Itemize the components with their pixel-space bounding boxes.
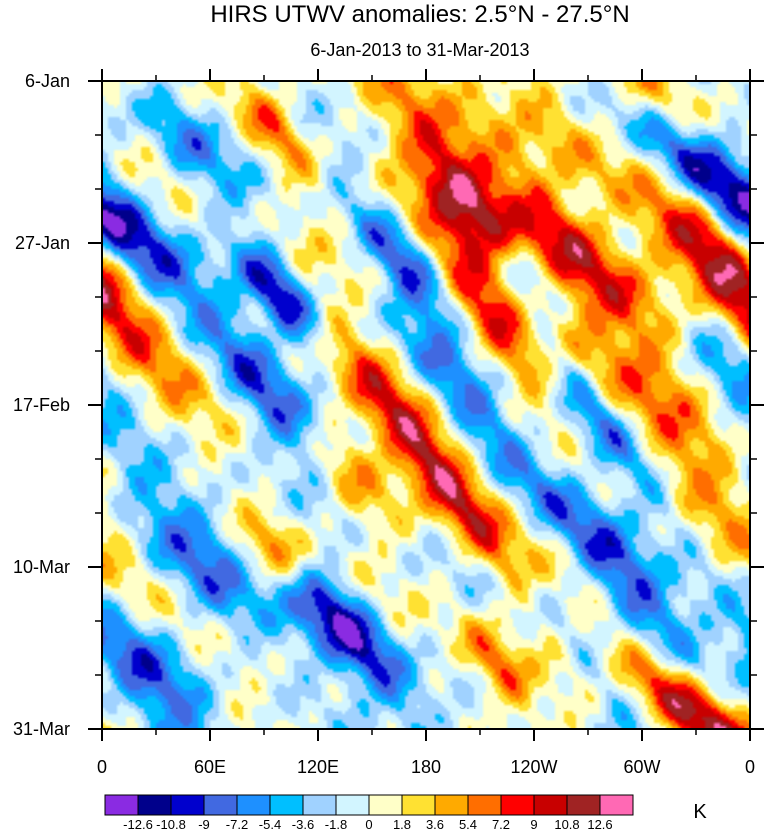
colorbar-swatch [203,794,238,816]
y-tick-label: 27-Jan [15,233,70,253]
colorbar-swatch [269,794,304,816]
chart-title: HIRS UTWV anomalies: 2.5°N - 27.5°N [210,1,629,28]
colorbar-swatch [401,794,436,816]
y-tick-label: 31-Mar [13,719,70,739]
colorbar-swatch [500,794,535,816]
x-tick-label: 60W [623,757,660,777]
colorbar-swatch [434,794,469,816]
colorbar-level-label: -12.6 [123,817,153,830]
colorbar-level-label: 1.8 [393,817,411,830]
y-tick-label: 17-Feb [13,395,70,415]
colorbar-level-label: 9 [530,817,537,830]
x-tick-label: 0 [745,757,755,777]
colorbar-level-label: -7.2 [226,817,248,830]
colorbar-level-label: 3.6 [426,817,444,830]
colorbar-level-label: -9 [198,817,210,830]
x-axis: 0 60E 120E 180 120W 60W 0 [97,69,755,777]
x-tick-label: 120W [510,757,557,777]
colorbar-swatch [170,794,205,816]
y-tick-label: 10-Mar [13,557,70,577]
y-axis: 6-Jan 27-Jan 17-Feb 10-Mar 31-Mar [13,71,764,739]
y-tick-label: 6-Jan [25,71,70,91]
x-tick-label: 0 [97,757,107,777]
colorbar-level-label: -5.4 [259,817,281,830]
colorbar-level-label: 5.4 [459,817,477,830]
colorbar: -12.6 -10.8 -9 -7.2 -5.4 -3.6 -1.8 0 1.8 3.6 5.4 7.… [104,794,634,830]
colorbar-unit: K [693,801,707,823]
colorbar-level-label: -3.6 [292,817,314,830]
colorbar-swatch [236,794,271,816]
colorbar-level-label: -10.8 [156,817,186,830]
x-tick-label: 180 [411,757,441,777]
colorbar-swatch [368,794,403,816]
colorbar-level-label: 0 [365,817,372,830]
x-tick-label: 60E [194,757,226,777]
colorbar-level-label: 10.8 [554,817,579,830]
colorbar-level-label: 12.6 [587,817,612,830]
colorbar-swatch [533,794,568,816]
colorbar-level-label: 7.2 [492,817,510,830]
colorbar-swatch [137,794,172,816]
colorbar-level-label: -1.8 [325,817,347,830]
colorbar-swatch [302,794,337,816]
colorbar-swatch [467,794,502,816]
colorbar-swatch [566,794,601,816]
anomaly-field [102,81,750,729]
colorbar-swatch [599,794,634,816]
x-tick-label: 120E [297,757,339,777]
colorbar-swatch [335,794,370,816]
colorbar-swatch [104,794,139,816]
chart-subtitle: 6-Jan-2013 to 31-Mar-2013 [310,40,529,60]
